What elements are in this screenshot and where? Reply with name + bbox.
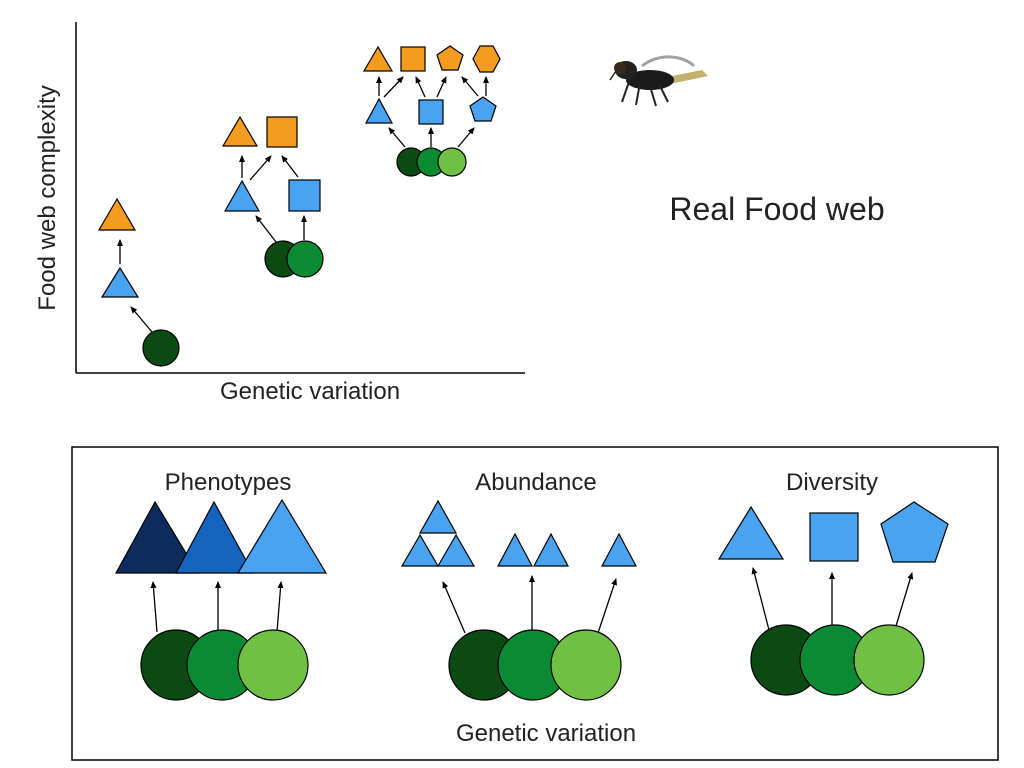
plant-light — [550, 629, 622, 701]
plant-light — [237, 629, 309, 701]
panel-footer-label: Genetic variation — [456, 720, 636, 747]
phenotypes-group — [114, 498, 328, 701]
herbivore-triangle — [100, 266, 140, 298]
plant-mid — [286, 240, 324, 278]
diversity-square — [809, 512, 859, 562]
diversity-pentagon — [880, 501, 949, 563]
herbivore-pentagon — [469, 96, 497, 122]
food-web-complex — [362, 45, 501, 177]
predator-triangle — [97, 197, 137, 231]
herbivore-square — [418, 99, 444, 125]
diversity-triangle — [717, 505, 785, 560]
food-web-simple — [97, 197, 180, 367]
plant-dark — [142, 329, 180, 367]
real-food-web-title: Real Food web — [669, 191, 884, 227]
column-title-diversity: Diversity — [786, 469, 878, 496]
column-title-abundance: Abundance — [475, 469, 596, 496]
predator-triangle — [221, 115, 259, 147]
plant-light — [853, 624, 925, 696]
phenotype-triangle-blue — [174, 500, 255, 574]
herbivore-triangle — [364, 97, 394, 124]
predator-square — [266, 116, 298, 148]
phenotype-triangle-navy — [114, 500, 200, 574]
fly-insect-image — [609, 55, 708, 107]
x-axis-label: Genetic variation — [220, 378, 400, 405]
predator-triangle — [362, 45, 394, 72]
column-title-phenotypes: Phenotypes — [165, 469, 292, 496]
bottom-panel — [71, 446, 999, 761]
predator-square — [400, 46, 426, 72]
predator-pentagon — [436, 45, 464, 71]
y-axis-label: Food web complexity — [34, 85, 61, 310]
diversity-group — [717, 501, 949, 696]
food-web-medium — [221, 115, 324, 278]
plant-light — [437, 147, 467, 177]
predator-hexagon — [472, 45, 501, 73]
abundance-group — [400, 499, 637, 701]
phenotype-triangle-light — [236, 498, 328, 574]
chart-axes — [75, 22, 525, 374]
herbivore-square — [288, 179, 321, 212]
herbivore-triangle — [223, 179, 261, 212]
